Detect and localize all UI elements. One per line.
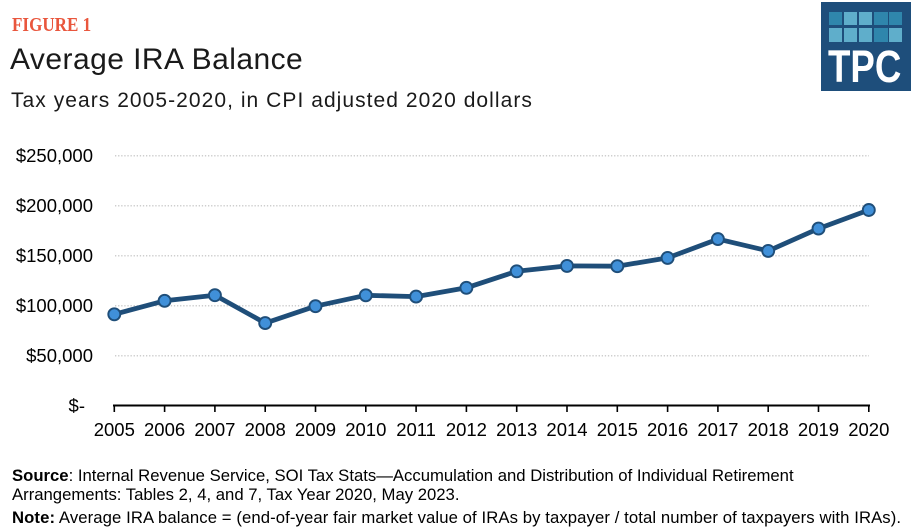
svg-text:2012: 2012 (446, 419, 487, 440)
svg-text:2005: 2005 (94, 419, 135, 440)
svg-text:2011: 2011 (396, 419, 436, 440)
svg-text:2007: 2007 (194, 419, 235, 440)
svg-text:2014: 2014 (546, 419, 587, 440)
svg-text:$250,000: $250,000 (16, 145, 93, 166)
svg-text:2010: 2010 (345, 419, 386, 440)
svg-text:$100,000: $100,000 (16, 295, 93, 316)
svg-text:$200,000: $200,000 (16, 195, 93, 216)
svg-text:2017: 2017 (697, 419, 738, 440)
svg-text:2015: 2015 (597, 419, 638, 440)
svg-text:2019: 2019 (798, 419, 839, 440)
svg-text:2009: 2009 (295, 419, 336, 440)
svg-text:$-: $- (69, 395, 85, 416)
svg-text:$50,000: $50,000 (26, 345, 93, 366)
svg-text:2018: 2018 (748, 419, 789, 440)
svg-text:$150,000: $150,000 (16, 245, 93, 266)
svg-text:2013: 2013 (496, 419, 537, 440)
svg-text:2020: 2020 (848, 419, 889, 440)
svg-text:2016: 2016 (647, 419, 688, 440)
svg-text:2006: 2006 (144, 419, 185, 440)
svg-text:2008: 2008 (245, 419, 286, 440)
